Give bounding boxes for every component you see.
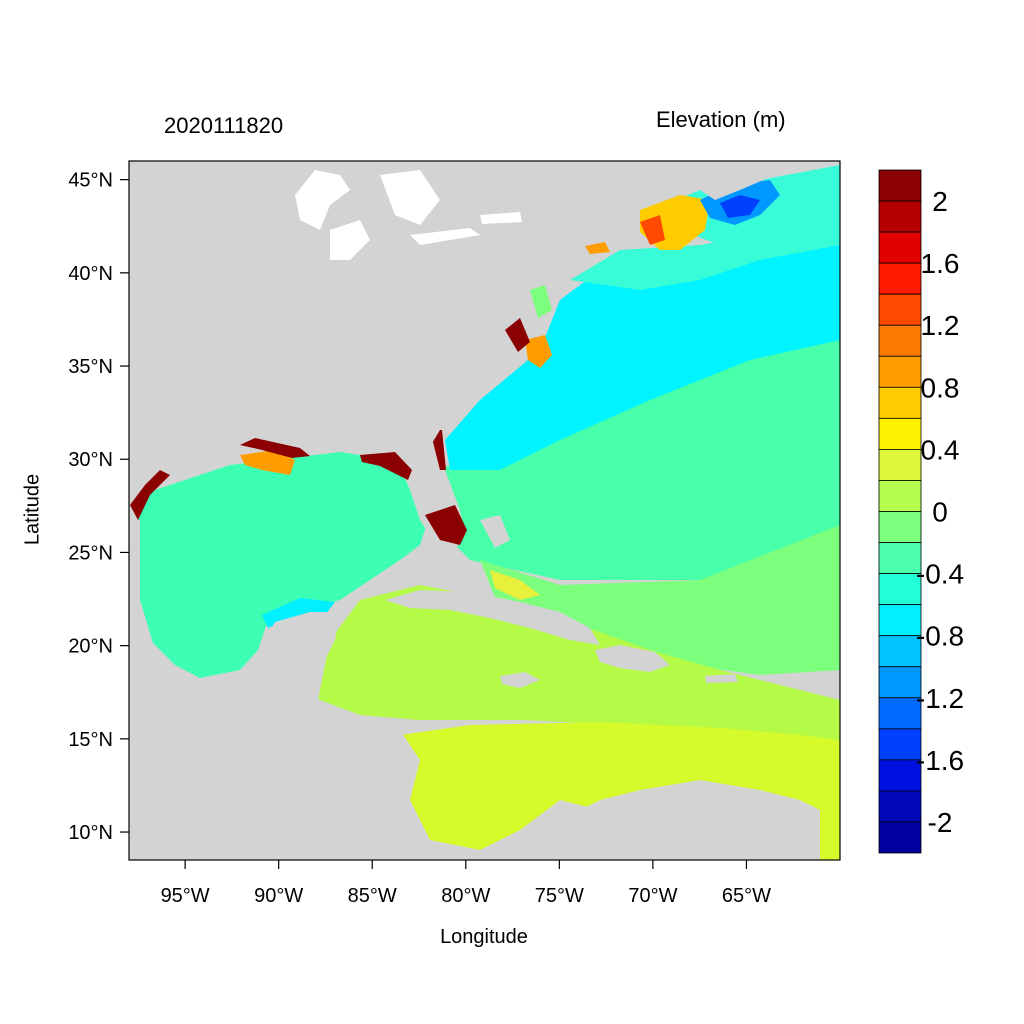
y-tick-label: 10°N	[68, 822, 113, 844]
colorbar-label: 0	[932, 497, 948, 528]
yucatan-land	[258, 612, 340, 700]
colorbar-label: 0.4	[921, 434, 960, 465]
mexico-land	[129, 520, 200, 700]
y-tick-label: 25°N	[68, 542, 113, 564]
caribbean-north-region	[318, 585, 840, 760]
atlantic-north-region	[570, 195, 840, 290]
lake-michigan	[330, 220, 370, 260]
colorbar-swatch	[878, 790, 922, 823]
x-tick-label: 70°W	[628, 885, 677, 907]
south-america-land	[520, 780, 820, 860]
x-tick-label: 65°W	[722, 885, 771, 907]
puerto-rico-land	[705, 674, 738, 683]
lake-superior	[295, 170, 350, 230]
lake-erie	[410, 228, 480, 245]
jamaica-land	[500, 672, 540, 688]
colorbar-swatch	[878, 417, 922, 450]
colorbar-swatch	[878, 169, 922, 202]
map-frame	[128, 160, 841, 861]
y-tick-label: 15°N	[68, 729, 113, 751]
date-stamp: 2020111820	[164, 113, 284, 138]
colorbar-label: 2	[932, 186, 948, 217]
colorbar-swatch	[878, 324, 922, 357]
colorbar-swatch	[878, 821, 922, 854]
y-tick-label: 20°N	[68, 636, 113, 658]
colorbar-swatch	[878, 480, 922, 512]
hispaniola-land	[595, 645, 670, 672]
colorbar-swatch	[878, 604, 922, 637]
colorbar-label: 1.2	[921, 310, 960, 341]
lake-huron	[380, 170, 440, 225]
colorbar-swatch	[878, 262, 922, 295]
chesapeake-surge	[530, 285, 552, 318]
gulf-of-mexico	[135, 452, 428, 678]
nova-scotia-low-core	[720, 195, 760, 218]
colorbar-swatch	[878, 635, 922, 668]
atlantic-mid-region	[430, 320, 840, 580]
colorbar-label: -0.4	[916, 559, 964, 590]
y-tick-label: 35°N	[68, 356, 113, 378]
colorbar-label: -2	[928, 807, 953, 838]
carolinas-surge-core	[505, 318, 530, 352]
y-axis: 45°N 40°N 35°N 30°N 25°N 20°N 15°N 10°N	[68, 170, 129, 844]
florida-panhandle-surge	[360, 452, 412, 480]
nova-scotia-land	[700, 168, 775, 200]
colorbar-swatch	[878, 231, 922, 264]
colorbar-swatch	[878, 573, 922, 606]
x-tick-label: 80°W	[441, 885, 490, 907]
x-tick-label: 85°W	[348, 885, 397, 907]
bahamas-land	[480, 515, 510, 548]
atlantic-shelf-region	[445, 200, 840, 470]
colorbar-swatch	[878, 542, 922, 574]
y-tick-label: 45°N	[68, 170, 113, 192]
x-axis-label: Longitude	[440, 926, 528, 948]
colorbar: 2 1.6 1.2 0.8 0.4 0 -0.4 -0.8 -1.2 -1.6 -2	[878, 169, 964, 854]
colorbar-label: -1.6	[916, 745, 964, 776]
x-axis: 95°W 90°W 85°W 80°W 75°W 70°W 65°W	[161, 860, 771, 907]
colorbar-swatch	[878, 511, 922, 543]
colorbar-label: -0.8	[916, 621, 964, 652]
y-tick-label: 30°N	[68, 449, 113, 471]
bahamas-bank	[490, 570, 540, 600]
colorbar-swatch	[878, 293, 922, 326]
x-tick-label: 90°W	[254, 885, 303, 907]
x-tick-label: 95°W	[161, 885, 210, 907]
colorbar-swatch	[878, 386, 922, 419]
cuba-land	[385, 590, 600, 645]
florida-surge	[425, 505, 467, 545]
colorbar-swatch	[878, 759, 922, 792]
colorbar-swatch	[878, 666, 922, 699]
colorbar-label: -1.2	[916, 683, 964, 714]
louisiana-surge	[240, 450, 295, 475]
carolinas-surge	[525, 335, 552, 368]
texas-surge	[130, 470, 170, 520]
colorbar-swatch	[878, 728, 922, 761]
colorbar-label: 0.8	[921, 372, 960, 403]
variable-title: Elevation (m)	[656, 107, 786, 132]
louisiana-surge-core	[240, 438, 310, 458]
colorbar-swatch	[878, 355, 922, 388]
map-panel	[129, 161, 840, 860]
x-tick-label: 75°W	[535, 885, 584, 907]
colorbar-swatch	[878, 200, 922, 233]
y-tick-label: 40°N	[68, 263, 113, 285]
lake-ontario	[480, 212, 522, 224]
gulf-of-maine-core	[640, 215, 665, 245]
colorbar-swatch	[878, 697, 922, 730]
long-island-surge	[585, 242, 610, 254]
colorbar-swatch	[878, 449, 922, 481]
colorbar-label: 1.6	[921, 248, 960, 279]
central-america-land	[129, 685, 480, 860]
